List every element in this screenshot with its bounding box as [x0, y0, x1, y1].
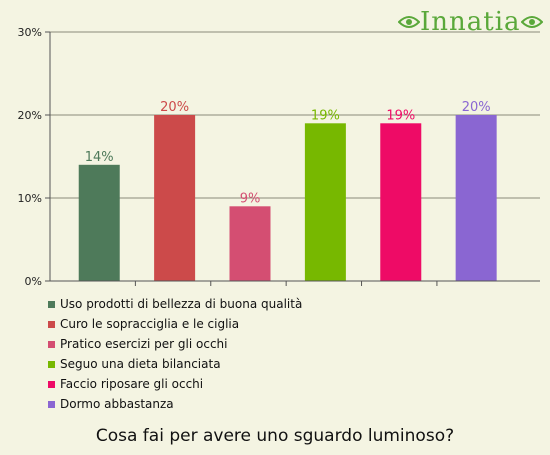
legend-label: Dormo abbastanza	[60, 397, 174, 411]
bar	[380, 123, 422, 281]
leaf-eye-icon	[520, 16, 543, 28]
y-tick-label: 10%	[18, 192, 42, 205]
leaf-eye-icon	[398, 16, 420, 28]
axes: 0% 10% 20% 30%	[18, 26, 540, 288]
bars: 14% 20% 9% 19% 19% 20%	[78, 100, 497, 281]
legend-swatch	[48, 320, 55, 328]
legend-label: Seguo una dieta bilanciata	[60, 357, 221, 371]
legend-label: Faccio riposare gli occhi	[60, 377, 204, 391]
legend-swatch	[48, 360, 55, 368]
legend-item: Faccio riposare gli occhi	[48, 374, 302, 394]
legend-item: Uso prodotti di bellezza di buona qualit…	[48, 294, 302, 314]
legend-swatch	[48, 300, 55, 308]
data-label: 9%	[240, 191, 261, 206]
bar	[304, 123, 346, 281]
bar	[229, 206, 271, 281]
data-label: 19%	[386, 108, 415, 123]
chart-title: Cosa fai per avere uno sguardo luminoso?	[95, 426, 455, 446]
legend-label: Pratico esercizi per gli occhi	[60, 337, 228, 351]
logo-text: Innatia	[420, 7, 521, 37]
legend: Uso prodotti di bellezza di buona qualit…	[48, 294, 302, 414]
legend-item: Curo le sopracciglia e le ciglia	[48, 314, 302, 334]
legend-label: Uso prodotti di bellezza di buona qualit…	[60, 297, 303, 311]
data-label: 19%	[311, 108, 340, 123]
bar	[78, 164, 120, 281]
data-label: 20%	[462, 100, 491, 115]
y-tick-label: 20%	[18, 109, 42, 122]
data-label: 20%	[160, 100, 189, 115]
legend-swatch	[48, 380, 55, 388]
data-label: 14%	[85, 150, 114, 165]
legend-swatch	[48, 400, 55, 408]
y-tick-label: 30%	[18, 26, 42, 39]
legend-swatch	[48, 340, 55, 348]
bar-chart: 14% 20% 9% 19% 19% 20% 0% 10% 20% 30%	[18, 26, 540, 288]
legend-label: Curo le sopracciglia e le ciglia	[60, 317, 240, 331]
legend-item: Dormo abbastanza	[48, 394, 302, 414]
legend-item: Pratico esercizi per gli occhi	[48, 334, 302, 354]
bar	[455, 115, 497, 281]
bar	[154, 115, 196, 281]
legend-item: Seguo una dieta bilanciata	[48, 354, 302, 374]
y-tick-label: 0%	[25, 275, 42, 288]
innatia-logo: Innatia	[398, 4, 548, 40]
